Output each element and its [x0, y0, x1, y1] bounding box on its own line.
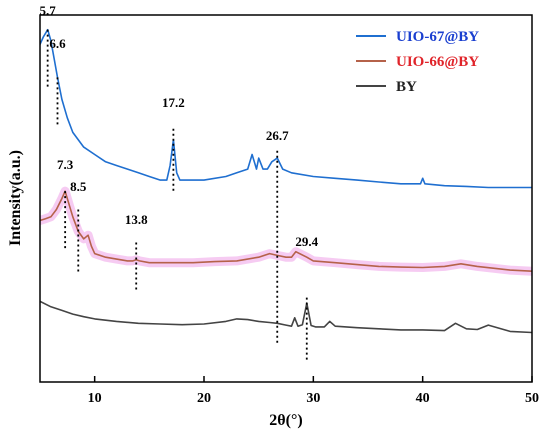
x-tick-label-1: 20	[197, 391, 211, 406]
legend-label-2: BY	[396, 79, 417, 95]
plot-frame	[39, 14, 533, 383]
x-axis-ticks: 10 20 30 40 50	[88, 376, 539, 406]
x-tick-label-4: 50	[525, 391, 539, 406]
peak-label-5: 8.5	[70, 179, 87, 194]
peak-label-6: 13.8	[125, 212, 148, 227]
peak-label-2: 17.2	[162, 95, 185, 110]
peak-label-1: 6.6	[49, 36, 66, 51]
peak-label-3: 26.7	[266, 128, 289, 143]
series-layer	[40, 28, 532, 334]
peak-annotations: 5.76.617.226.77.38.513.829.4	[40, 3, 319, 360]
series-line-2	[40, 300, 532, 334]
peak-label-4: 7.3	[57, 157, 74, 172]
x-axis-label: 2θ(°)	[269, 412, 302, 429]
legend: UIO-67@BY UIO-66@BY BY	[356, 29, 479, 95]
x-tick-label-3: 40	[416, 391, 430, 406]
x-tick-label-0: 10	[88, 391, 102, 406]
legend-label-0: UIO-67@BY	[396, 29, 479, 45]
series-line-0	[40, 28, 532, 189]
peak-label-7: 29.4	[295, 234, 318, 249]
legend-label-1: UIO-66@BY	[396, 54, 479, 70]
x-tick-label-2: 30	[306, 391, 320, 406]
y-axis-label: Intensity(a.u.)	[7, 150, 24, 246]
series-line-1	[40, 190, 532, 272]
